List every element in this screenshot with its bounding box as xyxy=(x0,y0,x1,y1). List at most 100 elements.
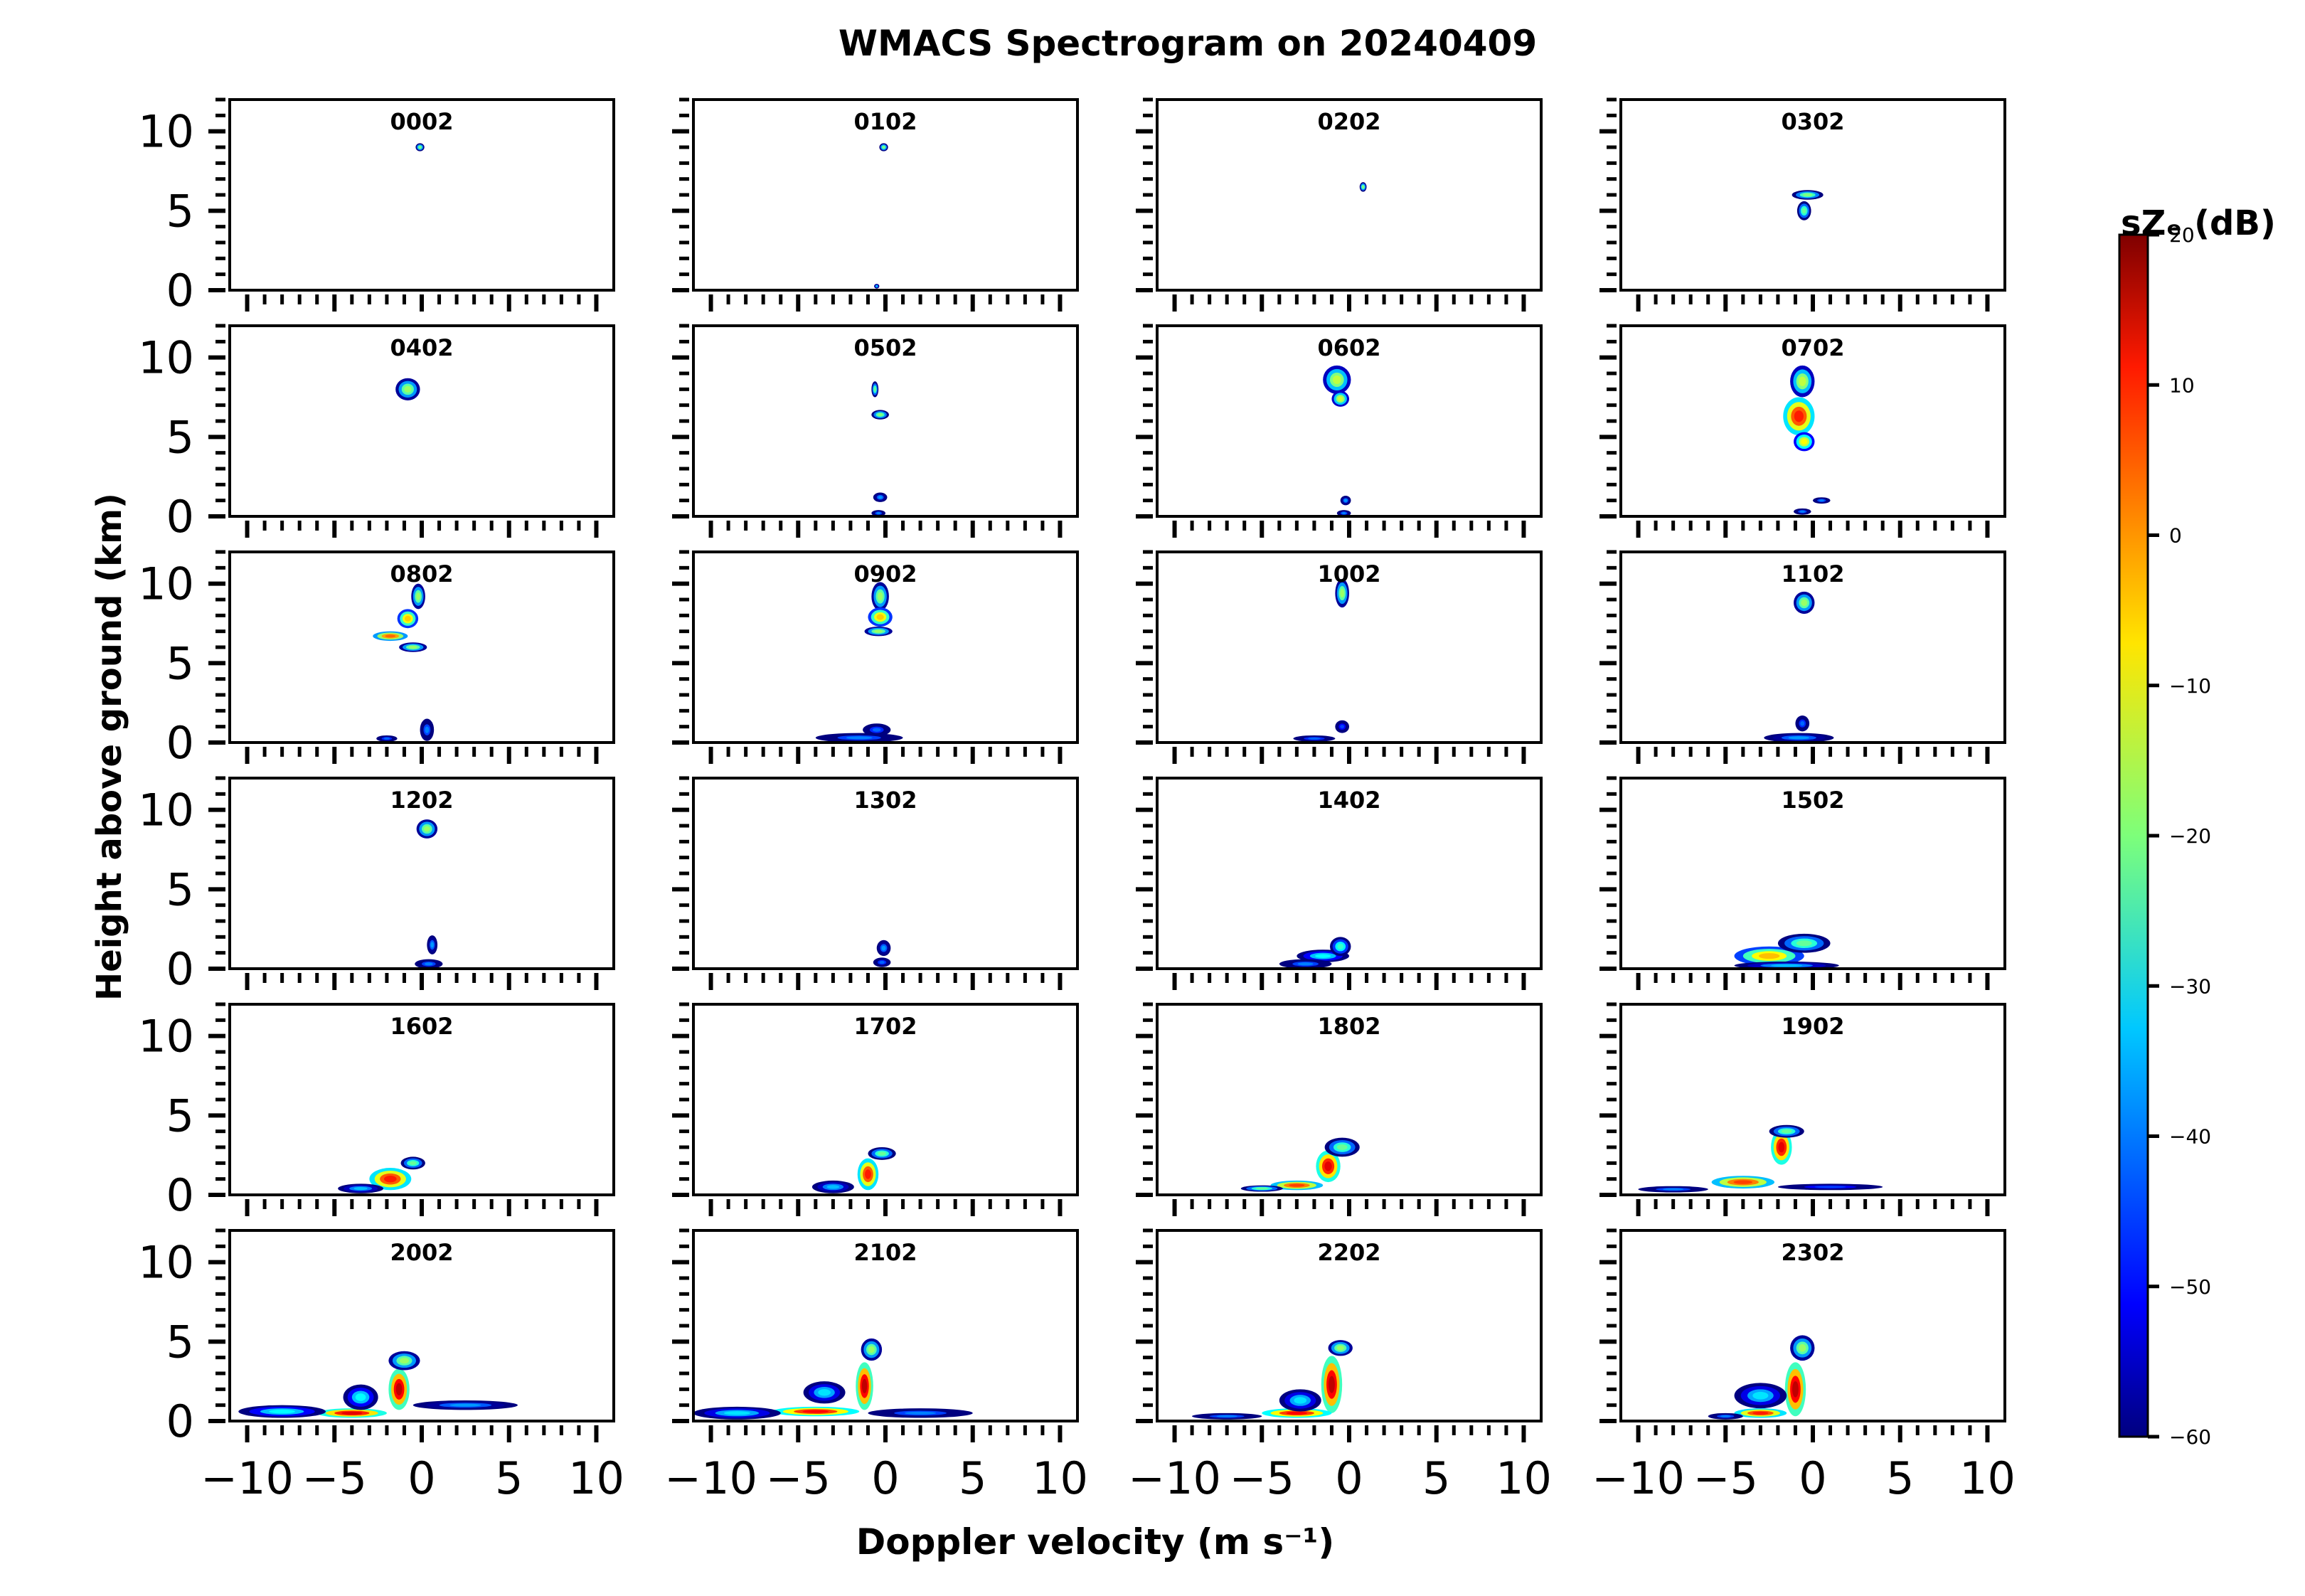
spectral-blob xyxy=(1799,510,1805,513)
y-tick-label: 0 xyxy=(166,265,194,316)
panel-data xyxy=(871,381,889,516)
spectral-blob xyxy=(1781,1129,1792,1134)
spectral-blob xyxy=(1796,940,1812,947)
spectrogram-panels: 0002 0 5 10 0102 0202 0302 0402 0 5 10 0502 0602 0702… xyxy=(138,97,2016,1504)
spectral-blob xyxy=(877,592,883,601)
spectral-blob xyxy=(404,615,411,622)
spectral-blob xyxy=(383,1175,397,1183)
spectral-blob xyxy=(1294,1397,1307,1404)
colorbar-tick-label: −20 xyxy=(2169,824,2211,848)
colorbar-gradient xyxy=(2118,233,2149,1438)
panel-time-label: 0202 xyxy=(1317,108,1380,135)
panel-0402: 0402 0 5 10 xyxy=(138,324,615,543)
y-ticks xyxy=(208,97,225,292)
panel-frame xyxy=(1156,98,1543,292)
colorbar-tick-label: −40 xyxy=(2169,1125,2211,1149)
spectral-blob xyxy=(881,945,886,951)
panel-1402: 1402 xyxy=(1136,776,1543,990)
spectral-blob xyxy=(879,961,885,964)
panel-frame xyxy=(1156,324,1543,518)
panel-1202: 1202 0 5 10 xyxy=(138,776,615,995)
panel-1902: 1902 xyxy=(1599,1002,2006,1216)
x-tick-label: 5 xyxy=(495,1452,523,1504)
spectral-blob xyxy=(868,1346,875,1353)
x-ticks xyxy=(1172,1199,1526,1216)
x-ticks xyxy=(708,747,1063,764)
spectral-blob xyxy=(1720,1415,1731,1417)
panel-data xyxy=(1708,1335,1815,1420)
panel-frame xyxy=(1619,1003,2006,1196)
colorbar: 20 10 0 −10 −20 −30 −40 −50 −60 sZₑ (dB) xyxy=(2118,203,2276,1449)
spectral-blob xyxy=(416,592,421,600)
panel-frame xyxy=(1619,777,2006,970)
x-ticks xyxy=(1636,973,1990,990)
spectral-blob xyxy=(1733,1180,1753,1184)
x-tick-label: −10 xyxy=(1128,1452,1221,1504)
x-ticks xyxy=(1636,747,1990,764)
panel-frame xyxy=(1619,98,2006,292)
spectral-blob xyxy=(383,737,390,740)
panel-2102: 2102 −10 −5 0 5 10 xyxy=(664,1228,1088,1504)
spectral-blob xyxy=(1308,737,1321,740)
x-ticks xyxy=(708,973,1063,990)
panel-frame xyxy=(1156,777,1543,970)
x-tick-label: 10 xyxy=(1959,1452,2016,1504)
spectral-blob xyxy=(449,1403,481,1407)
y-ticks xyxy=(672,1228,689,1423)
x-ticks xyxy=(1636,1199,1990,1216)
x-tick-label: 0 xyxy=(871,1452,899,1504)
panel-data xyxy=(1323,365,1351,516)
x-tick-label: −5 xyxy=(1693,1452,1758,1504)
spectral-blob xyxy=(1814,1186,1846,1188)
x-ticks xyxy=(245,521,599,538)
spectral-blob xyxy=(430,942,434,948)
y-ticks xyxy=(208,1228,225,1423)
spectral-blob xyxy=(1788,736,1810,740)
y-tick-label: 5 xyxy=(166,637,194,689)
panel-data xyxy=(1764,591,1834,743)
panel-time-label: 0302 xyxy=(1781,108,1844,135)
spectral-blob xyxy=(1297,962,1314,966)
spectral-blob xyxy=(425,726,430,733)
panel-time-label: 2202 xyxy=(1317,1239,1380,1266)
spectral-blob xyxy=(877,413,883,417)
y-ticks xyxy=(672,1002,689,1197)
y-ticks xyxy=(208,324,225,518)
panel-time-label: 1502 xyxy=(1781,787,1844,814)
panel-frame xyxy=(1619,1229,2006,1422)
panel-1802: 1802 xyxy=(1136,1002,1543,1216)
spectral-blob xyxy=(1819,499,1824,502)
x-ticks xyxy=(1172,1425,1526,1442)
spectral-blob xyxy=(424,962,433,966)
y-ticks xyxy=(1136,776,1153,971)
panel-time-label: 1302 xyxy=(853,787,917,814)
panel-data xyxy=(693,1338,973,1420)
colorbar-tick-label: −10 xyxy=(2169,674,2211,698)
y-tick-label: 10 xyxy=(138,332,194,384)
panel-frame xyxy=(1156,550,1543,744)
panel-data xyxy=(1359,182,1367,192)
panel-frame xyxy=(228,1003,615,1196)
panel-0702: 0702 xyxy=(1599,324,2006,538)
colorbar-label: sZₑ (dB) xyxy=(2121,203,2276,243)
x-ticks xyxy=(1172,747,1526,764)
spectral-blob xyxy=(1343,499,1348,502)
panel-time-label: 0102 xyxy=(853,108,917,135)
panel-frame xyxy=(228,777,615,970)
panel-1302: 1302 xyxy=(672,776,1079,990)
panel-frame xyxy=(228,324,615,518)
panel-data xyxy=(1192,1340,1353,1420)
panel-data xyxy=(1638,1124,1883,1193)
x-ticks xyxy=(1636,521,1990,538)
x-ticks xyxy=(708,521,1063,538)
panel-data xyxy=(415,143,425,151)
panel-0202: 0202 xyxy=(1136,97,1543,312)
panel-frame xyxy=(692,777,1079,970)
panel-time-label: 0402 xyxy=(390,334,453,361)
y-tick-label: 5 xyxy=(166,411,194,463)
y-tick-label: 0 xyxy=(166,1169,194,1221)
y-tick-label: 10 xyxy=(138,106,194,158)
spectral-blob xyxy=(1336,1345,1344,1351)
y-ticks xyxy=(208,1002,225,1197)
